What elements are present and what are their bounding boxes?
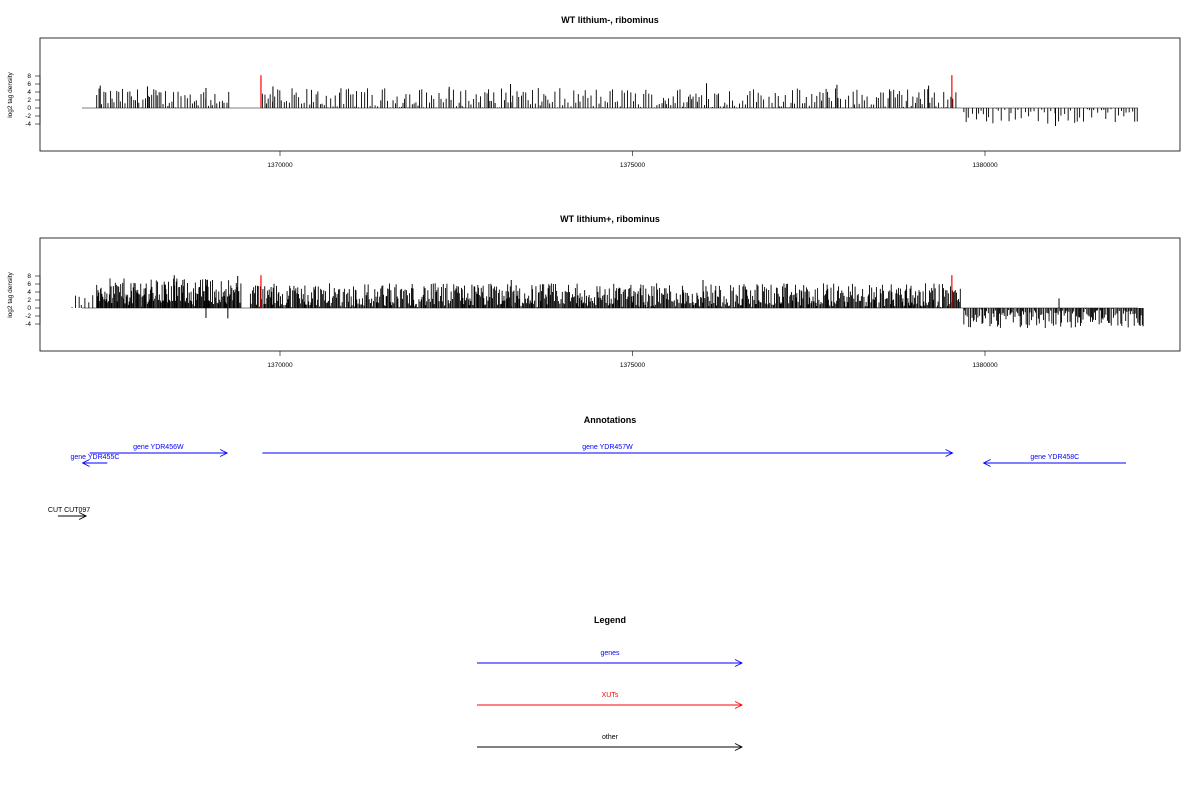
legend-item-xuts: XUTs [477,692,744,709]
legend-title: Legend [594,615,626,625]
y-tick-label: -2 [25,313,31,320]
y-axis-label: log2 tag density [7,271,14,317]
signal-bars [71,275,1144,328]
y-tick-label: -2 [25,113,31,120]
x-tick-label: 1375000 [620,362,646,369]
feature-arrow: gene YDR457W [262,444,954,457]
legend: Legend genes XUTs other [477,615,744,751]
feature-label: CUT CUT097 [48,507,90,514]
y-tick-label: 4 [27,89,31,96]
legend-item-genes: genes [477,650,744,667]
x-tick-label: 1380000 [972,162,998,169]
legend-label: genes [600,650,620,657]
track-panel-lithium-minus: WT lithium-, ribominus log2 tag density … [7,15,1181,169]
x-tick-label: 1370000 [267,162,293,169]
y-tick-label: 0 [27,305,31,312]
feature-arrow: gene YDR455C [70,454,119,467]
y-tick-label: -4 [25,121,31,128]
panel-title: WT lithium+, ribominus [560,214,660,224]
y-axis-label: log2 tag density [7,71,14,117]
y-tick-label: 2 [27,297,31,304]
legend-label: other [602,734,619,741]
feature-label: gene YDR455C [70,454,119,461]
y-tick-label: -4 [25,321,31,328]
legend-items: genes XUTs other [477,650,744,751]
xut-markers [260,75,953,108]
legend-label: XUTs [602,692,619,699]
x-tick-label: 1375000 [620,162,646,169]
feature-label: gene YDR457W [582,444,633,451]
y-tick-label: 6 [27,81,31,88]
signal-bars [96,83,1138,126]
x-tick-label: 1370000 [267,362,293,369]
y-tick-label: 6 [27,281,31,288]
feature-arrows: gene YDR455C gene YDR456W gene YDR457W gene… [48,444,1126,520]
x-axis: 1370000 1375000 1380000 [267,351,998,369]
y-tick-label: 0 [27,105,31,112]
feature-arrow: CUT CUT097 [48,507,90,520]
x-tick-label: 1380000 [972,362,998,369]
legend-item-other: other [477,734,744,751]
feature-arrow: gene YDR456W [89,444,229,457]
y-tick-label: 8 [27,73,31,80]
panel-title: WT lithium-, ribominus [561,15,659,25]
feature-arrow: gene YDR458C [982,454,1126,467]
feature-label: gene YDR456W [133,444,184,451]
y-tick-label: 8 [27,273,31,280]
x-axis: 1370000 1375000 1380000 [267,151,998,169]
y-tick-label: 2 [27,97,31,104]
y-tick-label: 4 [27,289,31,296]
xut-markers [260,275,953,308]
feature-label: gene YDR458C [1030,454,1079,461]
track-panel-lithium-plus: WT lithium+, ribominus log2 tag density … [7,214,1181,369]
plot-frame [39,237,1181,352]
annotations-title: Annotations [584,415,637,425]
